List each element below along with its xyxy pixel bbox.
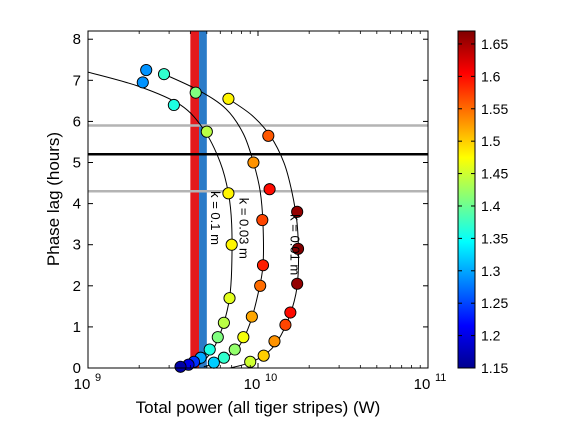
colorbar-tick-label-10: 1.65 — [481, 36, 508, 52]
point-s2-0 — [222, 92, 235, 105]
y-axis-label: Phase lag (hours) — [44, 132, 63, 266]
point-s1-10 — [207, 356, 220, 369]
y-tick-label-3: 3 — [73, 237, 81, 254]
point-s2-2 — [263, 183, 276, 196]
point-s1-0 — [157, 68, 171, 81]
point-s0-1 — [136, 76, 149, 89]
colorbar-tick-label-2: 1.25 — [481, 295, 508, 311]
colorbar-tick-label-1: 1.2 — [481, 328, 501, 344]
x-tick-exponent-2: 11 — [435, 372, 446, 384]
y-tick-label-4: 4 — [73, 196, 81, 213]
point-s1-6 — [245, 310, 258, 323]
x-tick-exponent-1: 10 — [265, 372, 277, 384]
colorbar-tick-label-8: 1.55 — [481, 101, 508, 117]
vertical-bands — [190, 31, 207, 368]
colorbar-tick-label-0: 1.15 — [481, 360, 508, 376]
x-tick-label-0: 10 — [74, 376, 91, 393]
x-tick-label-2: 10 — [414, 376, 431, 393]
x-tick-exponent-0: 9 — [95, 372, 101, 384]
series-label-0: k = 0.1 m — [208, 191, 223, 245]
point-s2-6 — [284, 306, 297, 319]
y-tick-label-2: 2 — [73, 278, 81, 295]
point-s1-2 — [247, 156, 260, 169]
point-s2-3 — [291, 205, 304, 218]
point-s0-7 — [217, 316, 230, 329]
x-tick-label-1: 10 — [244, 376, 261, 393]
point-s0-0 — [140, 63, 153, 77]
colorbar-tick-label-6: 1.45 — [481, 166, 508, 182]
point-s1-4 — [256, 259, 270, 272]
point-s0-4 — [222, 187, 235, 200]
point-s2-7 — [279, 318, 292, 331]
point-s0-3 — [200, 125, 213, 138]
point-s1-9 — [217, 351, 230, 364]
point-s2-8 — [268, 335, 281, 348]
point-s1-1 — [189, 86, 202, 99]
band-0 — [190, 31, 200, 368]
point-s2-4 — [291, 242, 305, 255]
colorbar-tick-label-7: 1.5 — [481, 133, 501, 149]
band-1 — [199, 31, 207, 368]
point-s0-13 — [174, 360, 187, 373]
y-axis-ticks: 0 1 2 3 4 5 6 7 8 — [73, 31, 428, 377]
point-s1-8 — [228, 343, 241, 356]
colorbar-ticks: 1.15 1.2 1.25 1.3 1.35 1.4 1.45 1.5 1.55 1.6 1.65 — [458, 36, 508, 376]
point-s0-8 — [211, 331, 224, 344]
point-s2-1 — [262, 129, 275, 142]
y-tick-label-1: 1 — [73, 319, 81, 336]
colorbar-gradient — [457, 30, 476, 369]
colorbar: 1.15 1.2 1.25 1.3 1.35 1.4 1.45 1.5 1.55 1.6 1.65 — [457, 30, 508, 376]
series-label-1: k = 0.03 m — [237, 198, 252, 259]
y-tick-label-0: 0 — [73, 360, 81, 377]
colorbar-tick-label-9: 1.6 — [481, 68, 501, 84]
point-s1-7 — [237, 331, 250, 344]
point-s0-2 — [167, 98, 180, 112]
y-tick-label-8: 8 — [73, 31, 81, 48]
point-s0-6 — [223, 292, 236, 305]
series-labels: k = 0.1 m k = 0.03 m k = 0.01 m — [208, 191, 302, 275]
series-points — [136, 63, 305, 373]
point-s2-9 — [257, 349, 270, 362]
colorbar-tick-label-4: 1.35 — [481, 230, 508, 246]
y-tick-label-5: 5 — [73, 155, 81, 172]
x-axis-ticks: 10 9 10 10 10 11 — [74, 31, 446, 393]
colorbar-tick-label-3: 1.3 — [481, 263, 501, 279]
y-tick-label-6: 6 — [73, 113, 81, 130]
x-axis-label: Total power (all tiger stripes) (W) — [136, 398, 381, 417]
y-tick-label-7: 7 — [73, 72, 81, 89]
point-s0-9 — [203, 343, 216, 356]
series-label-2: k = 0.01 m — [287, 214, 302, 275]
colorbar-tick-label-5: 1.4 — [481, 198, 501, 214]
point-s2-5 — [291, 277, 304, 290]
point-s1-3 — [256, 213, 269, 227]
point-s0-5 — [225, 238, 238, 251]
horizontal-lines — [88, 124, 428, 193]
point-s1-5 — [254, 279, 267, 292]
